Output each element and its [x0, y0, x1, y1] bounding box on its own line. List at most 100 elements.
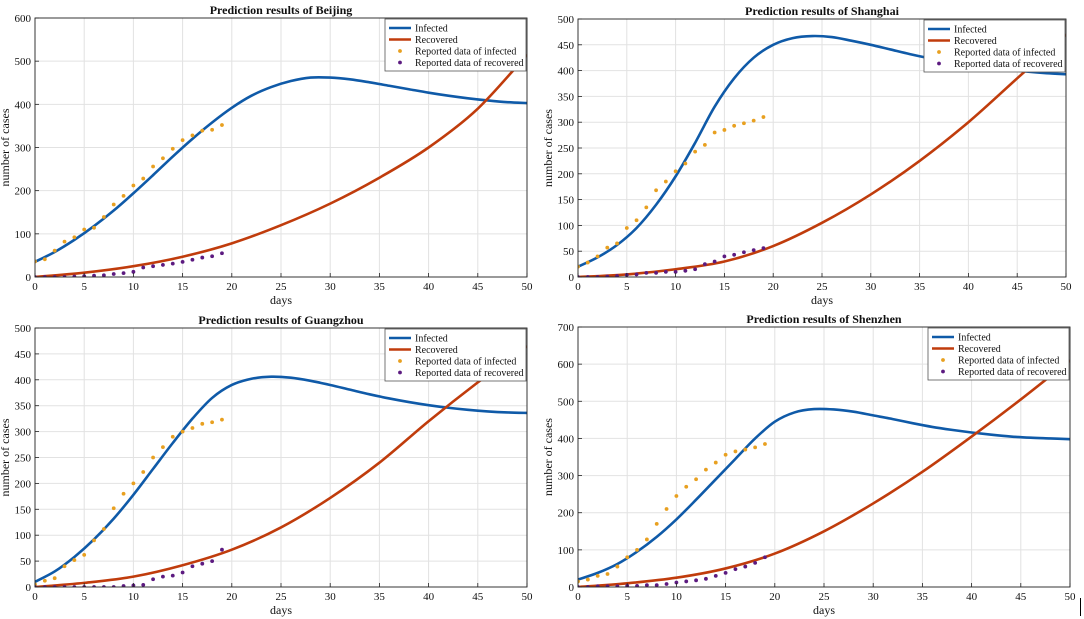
shenzhen-legend-label-recovered: Recovered: [958, 344, 1001, 355]
shanghai-point-reported-data-of-recovered-0: [578, 275, 580, 277]
shanghai-xtick-label-50: 50: [1061, 281, 1073, 293]
guangzhou-xtick-label-0: 0: [32, 591, 38, 603]
guangzhou-point-reported-data-of-infected-14: [170, 434, 175, 439]
shanghai-ytick-label-150: 150: [558, 195, 575, 207]
chart-panel-shenzhen: 0 5 10 15 20 25 30 35 40 45 5001002003004005006007…: [541, 312, 1076, 617]
shenzhen-point-reported-data-of-infected-9: [664, 507, 669, 511]
guangzhou-point-reported-data-of-recovered-13: [161, 574, 165, 579]
shanghai-point-reported-data-of-recovered-4: [615, 274, 619, 277]
shenzhen-point-reported-data-of-infected-18: [753, 445, 758, 450]
guangzhou-ytick-label-300: 300: [15, 427, 32, 439]
shenzhen-legend-swatch-reported-data-of-infected: [941, 358, 945, 362]
beijing-point-reported-data-of-recovered-4: [72, 274, 77, 277]
shenzhen-point-reported-data-of-recovered-10: [674, 580, 679, 585]
guangzhou-point-reported-data-of-recovered-7: [101, 585, 106, 587]
beijing-ytick-label-200: 200: [15, 186, 32, 198]
guangzhou-ytick-label-0: 0: [26, 582, 32, 594]
shenzhen-point-reported-data-of-infected-4: [615, 564, 620, 569]
shenzhen-xtick-label-25: 25: [819, 591, 831, 603]
beijing-line-recovered: [35, 53, 527, 277]
guangzhou-legend-label-recovered: Recovered: [415, 345, 458, 356]
shanghai-ytick-label-350: 350: [558, 91, 575, 103]
shenzhen-point-reported-data-of-infected-6: [635, 547, 639, 552]
guangzhou-ytick-label-200: 200: [15, 478, 32, 490]
beijing-point-reported-data-of-recovered-0: [35, 275, 37, 277]
shenzhen-xtick-label-35: 35: [917, 591, 929, 603]
guangzhou-chart-title: Prediction results of Guangzhou: [198, 313, 364, 327]
beijing-legend-label-recovered: Recovered: [415, 35, 458, 46]
guangzhou-point-reported-data-of-recovered-14: [170, 573, 175, 578]
beijing-point-reported-data-of-infected-17: [200, 128, 205, 133]
guangzhou-point-reported-data-of-infected-9: [121, 491, 126, 496]
shanghai-ytick-label-0: 0: [569, 272, 575, 284]
guangzhou-point-reported-data-of-infected-4: [72, 558, 77, 562]
beijing-point-reported-data-of-infected-5: [82, 227, 87, 232]
shenzhen-xtick-label-45: 45: [1015, 591, 1027, 603]
guangzhou-point-reported-data-of-infected-1: [42, 578, 47, 583]
guangzhou-legend-swatch-reported-data-of-infected: [398, 359, 402, 363]
shanghai-point-reported-data-of-infected-11: [683, 161, 688, 166]
shanghai-point-reported-data-of-recovered-2: [595, 275, 600, 277]
shenzhen-xtick-label-0: 0: [575, 591, 581, 603]
guangzhou-line-recovered: [35, 345, 527, 587]
shanghai-point-reported-data-of-infected-8: [654, 188, 658, 193]
beijing-point-reported-data-of-infected-13: [161, 156, 165, 161]
beijing-point-reported-data-of-recovered-6: [92, 273, 96, 277]
guangzhou-point-reported-data-of-infected-6: [92, 538, 96, 543]
shenzhen-point-reported-data-of-recovered-12: [694, 578, 698, 583]
guangzhou-point-reported-data-of-recovered-8: [111, 585, 116, 587]
beijing-point-reported-data-of-infected-15: [180, 138, 185, 143]
guangzhou-point-reported-data-of-infected-8: [111, 506, 116, 511]
shanghai-point-reported-data-of-infected-14: [712, 130, 717, 135]
beijing-point-reported-data-of-infected-12: [151, 164, 155, 169]
shenzhen-point-reported-data-of-infected-1: [585, 577, 590, 582]
shenzhen-line-infected: [578, 407, 1070, 581]
shanghai-xtick-label-40: 40: [963, 281, 975, 293]
guangzhou-ytick-label-150: 150: [15, 504, 32, 516]
beijing-xtick-label-20: 20: [226, 281, 238, 293]
beijing-point-reported-data-of-infected-1: [42, 257, 47, 262]
shanghai-point-reported-data-of-recovered-17: [742, 250, 746, 255]
beijing-point-reported-data-of-recovered-19: [220, 251, 224, 256]
guangzhou-point-reported-data-of-infected-12: [151, 455, 155, 460]
chart-panel-guangzhou: 0 5 10 15 20 25 30 35 40 45 5005010015020025030035…: [0, 313, 533, 617]
guangzhou-xtick-label-50: 50: [522, 591, 534, 603]
beijing-point-reported-data-of-recovered-9: [121, 271, 126, 276]
shanghai-point-reported-data-of-infected-12: [693, 149, 698, 154]
shenzhen-legend-swatch-reported-data-of-recovered: [941, 369, 945, 374]
shanghai-ytick-label-250: 250: [558, 143, 575, 155]
beijing-point-reported-data-of-infected-14: [170, 146, 175, 151]
shanghai-point-reported-data-of-infected-6: [634, 218, 639, 223]
shanghai-point-reported-data-of-recovered-3: [605, 274, 610, 277]
shenzhen-point-reported-data-of-recovered-6: [635, 583, 639, 587]
shenzhen-point-reported-data-of-recovered-19: [763, 555, 767, 560]
shanghai-xtick-label-0: 0: [575, 281, 581, 293]
guangzhou-point-reported-data-of-infected-13: [161, 445, 165, 450]
beijing-xtick-label-15: 15: [177, 281, 189, 293]
shanghai-point-reported-data-of-infected-1: [585, 260, 590, 265]
guangzhou-x-axis-label: days: [270, 603, 292, 617]
shenzhen-ytick-label-700: 700: [558, 322, 575, 334]
beijing-xtick-label-40: 40: [423, 281, 435, 293]
shenzhen-point-reported-data-of-recovered-3: [605, 584, 610, 587]
guangzhou-point-reported-data-of-infected-18: [210, 420, 215, 425]
beijing-ytick-label-0: 0: [26, 272, 32, 284]
shenzhen-point-reported-data-of-infected-7: [644, 537, 649, 542]
shenzhen-point-reported-data-of-infected-12: [694, 477, 698, 482]
guangzhou-xtick-label-35: 35: [374, 591, 386, 603]
shenzhen-point-reported-data-of-recovered-18: [753, 560, 758, 565]
beijing-legend-swatch-reported-data-of-recovered: [398, 60, 402, 65]
guangzhou-point-reported-data-of-recovered-12: [151, 577, 155, 582]
shanghai-legend-swatch-reported-data-of-recovered: [937, 61, 941, 66]
shanghai-point-reported-data-of-infected-0: [578, 264, 580, 269]
shanghai-xtick-label-45: 45: [1012, 281, 1024, 293]
guangzhou-data: [35, 345, 527, 587]
beijing-point-reported-data-of-infected-6: [92, 225, 96, 230]
shanghai-point-reported-data-of-recovered-16: [732, 252, 737, 257]
shenzhen-ytick-label-200: 200: [558, 508, 575, 520]
shenzhen-xtick-label-30: 30: [868, 591, 880, 603]
shenzhen-ytick-label-500: 500: [558, 396, 575, 408]
